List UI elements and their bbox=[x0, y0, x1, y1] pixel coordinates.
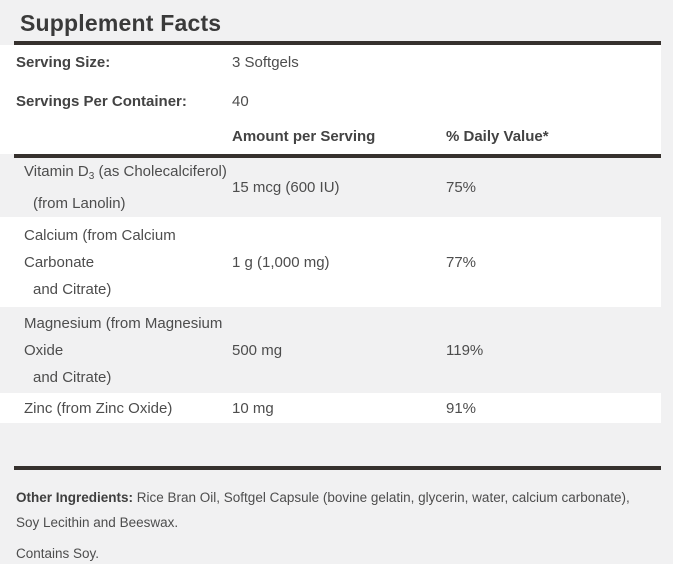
nutrient-name-suffix: (as Cholecalciferol) bbox=[94, 163, 227, 180]
divider-footer bbox=[14, 466, 661, 470]
nutrient-name: Vitamin D3 (as Cholecalciferol) (from La… bbox=[0, 158, 232, 217]
amount-cell: 15 mcg (600 IU) bbox=[232, 179, 340, 196]
other-ingredients-text: Rice Bran Oil, Softgel Capsule (bovine g… bbox=[16, 490, 630, 530]
nutrient-name: Zinc (from Zinc Oxide) bbox=[0, 395, 232, 422]
divider-header bbox=[14, 154, 661, 158]
other-ingredients-paragraph: Other Ingredients: Rice Bran Oil, Softge… bbox=[16, 485, 650, 535]
nutrient-name-text: Vitamin D bbox=[24, 163, 89, 180]
servings-per-container-value: 40 bbox=[232, 93, 249, 110]
nutrient-name-line1: Zinc (from Zinc Oxide) bbox=[24, 399, 173, 417]
title-block: Supplement Facts bbox=[0, 0, 661, 41]
table-row-calcium: Calcium (from Calcium Carbonate and Citr… bbox=[0, 217, 661, 307]
nutrient-name: Calcium (from Calcium Carbonate and Citr… bbox=[0, 222, 232, 303]
nutrient-name-line2: (from Lanolin) bbox=[33, 195, 126, 212]
nutrient-name-line2: Carbonate bbox=[24, 253, 95, 271]
nutrient-name-line1: Calcium (from Calcium bbox=[24, 226, 176, 244]
nutrient-name-line1: Magnesium (from Magnesium bbox=[24, 314, 223, 332]
table-row-vitamin-d3: Vitamin D3 (as Cholecalciferol) (from La… bbox=[0, 158, 661, 217]
daily-value-cell: 77% bbox=[446, 253, 477, 271]
empty-header-cell bbox=[0, 127, 232, 147]
page-title: Supplement Facts bbox=[20, 10, 222, 36]
column-headers-row: Amount per Serving % Daily Value* bbox=[0, 127, 661, 147]
daily-value-cell: 75% bbox=[446, 179, 477, 196]
daily-value-cell: 91% bbox=[446, 399, 477, 417]
nutrient-name-line1: Vitamin D3 (as Cholecalciferol) bbox=[24, 158, 232, 190]
divider-top bbox=[14, 41, 661, 45]
serving-size-value: 3 Softgels bbox=[232, 54, 299, 71]
nutrient-name-line3: and Citrate) bbox=[33, 368, 112, 386]
spacer bbox=[0, 423, 661, 466]
footer-section: Other Ingredients: Rice Bran Oil, Softge… bbox=[0, 470, 661, 564]
servings-per-container-row: Servings Per Container: 40 bbox=[0, 92, 661, 112]
nutrient-name-line2: Oxide bbox=[24, 341, 64, 359]
amount-cell: 1 g (1,000 mg) bbox=[232, 253, 330, 271]
table-row-magnesium: Magnesium (from Magnesium Oxide and Citr… bbox=[0, 307, 661, 393]
amount-cell: 10 mg bbox=[232, 399, 274, 417]
amount-per-serving-header: Amount per Serving bbox=[232, 128, 376, 145]
serving-size-label: Serving Size: bbox=[16, 54, 111, 71]
servings-per-container-label: Servings Per Container: bbox=[16, 93, 187, 110]
serving-info-section: Serving Size: 3 Softgels Servings Per Co… bbox=[0, 45, 661, 154]
other-ingredients-label: Other Ingredients: bbox=[16, 490, 134, 505]
daily-value-cell: 119% bbox=[446, 341, 484, 359]
serving-size-row: Serving Size: 3 Softgels bbox=[0, 53, 661, 73]
daily-value-header: % Daily Value* bbox=[446, 128, 549, 145]
amount-cell: 500 mg bbox=[232, 341, 283, 359]
subscript-3: 3 bbox=[88, 171, 95, 182]
contains-allergen-note: Contains Soy. bbox=[16, 546, 100, 561]
table-row-zinc: Zinc (from Zinc Oxide) 10 mg 91% bbox=[0, 393, 661, 423]
nutrient-name-line3: and Citrate) bbox=[33, 280, 112, 298]
nutrient-name: Magnesium (from Magnesium Oxide and Citr… bbox=[0, 310, 232, 391]
